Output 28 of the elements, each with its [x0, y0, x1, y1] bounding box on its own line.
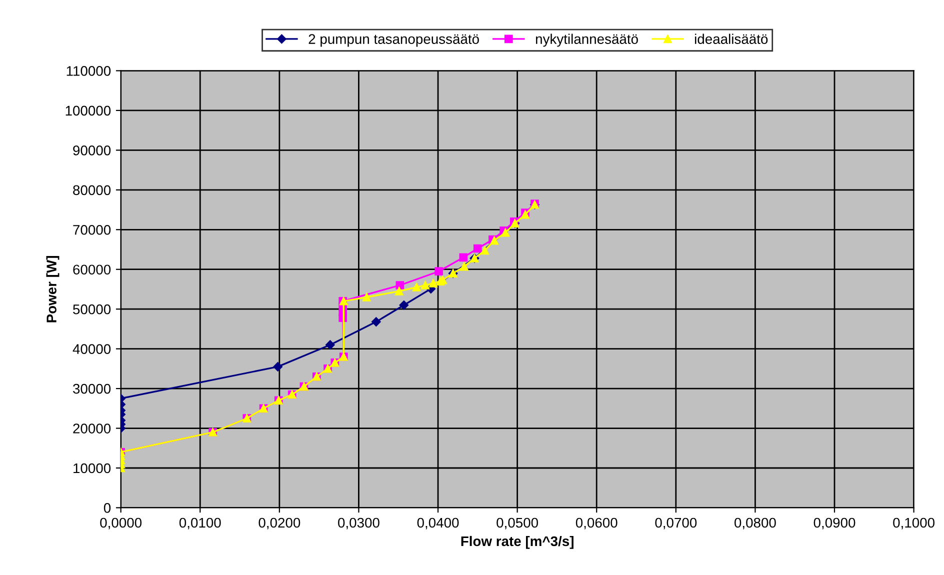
y-tick-label: 20000	[73, 424, 111, 434]
x-tick-label: 0,0100	[179, 518, 221, 530]
legend-label: 2 pumpun tasanopeussäätö	[308, 34, 479, 47]
y-tick-label: 40000	[72, 344, 111, 354]
y-axis-title: Power [W]	[46, 256, 60, 322]
y-tick-label: 10000	[74, 463, 111, 474]
y-tick-label: 110000	[66, 66, 111, 76]
x-tick-label: 0,0700	[655, 518, 697, 530]
x-tick-label: 0,0600	[576, 518, 618, 530]
y-tick-label: 30000	[73, 384, 111, 394]
x-tick-label: 0,0500	[496, 518, 538, 530]
legend-label: ideaalisäätö	[695, 34, 768, 44]
x-tick-label: 0,0400	[417, 518, 459, 530]
y-tick-label: 90000	[73, 146, 111, 156]
x-tick-label: 0,0900	[814, 518, 856, 530]
y-tick-label: 50000	[73, 304, 111, 314]
x-tick-label: 0,0200	[258, 518, 300, 530]
y-tick-label: 70000	[73, 224, 111, 235]
legend-label: nykytilannesäätö	[536, 34, 638, 47]
y-tick-label: 60000	[73, 264, 111, 275]
x-tick-label: 0,1000	[893, 518, 934, 530]
y-tick-label: 0	[104, 503, 111, 513]
x-tick-label: 0,0800	[734, 518, 776, 530]
x-axis-title: Flow rate [m^3/s]	[461, 536, 574, 549]
y-tick-label: 80000	[73, 185, 111, 196]
x-tick-label: 0,0300	[338, 518, 380, 530]
x-tick-label: 0,0000	[100, 518, 142, 530]
y-tick-label: 100000	[66, 106, 111, 116]
